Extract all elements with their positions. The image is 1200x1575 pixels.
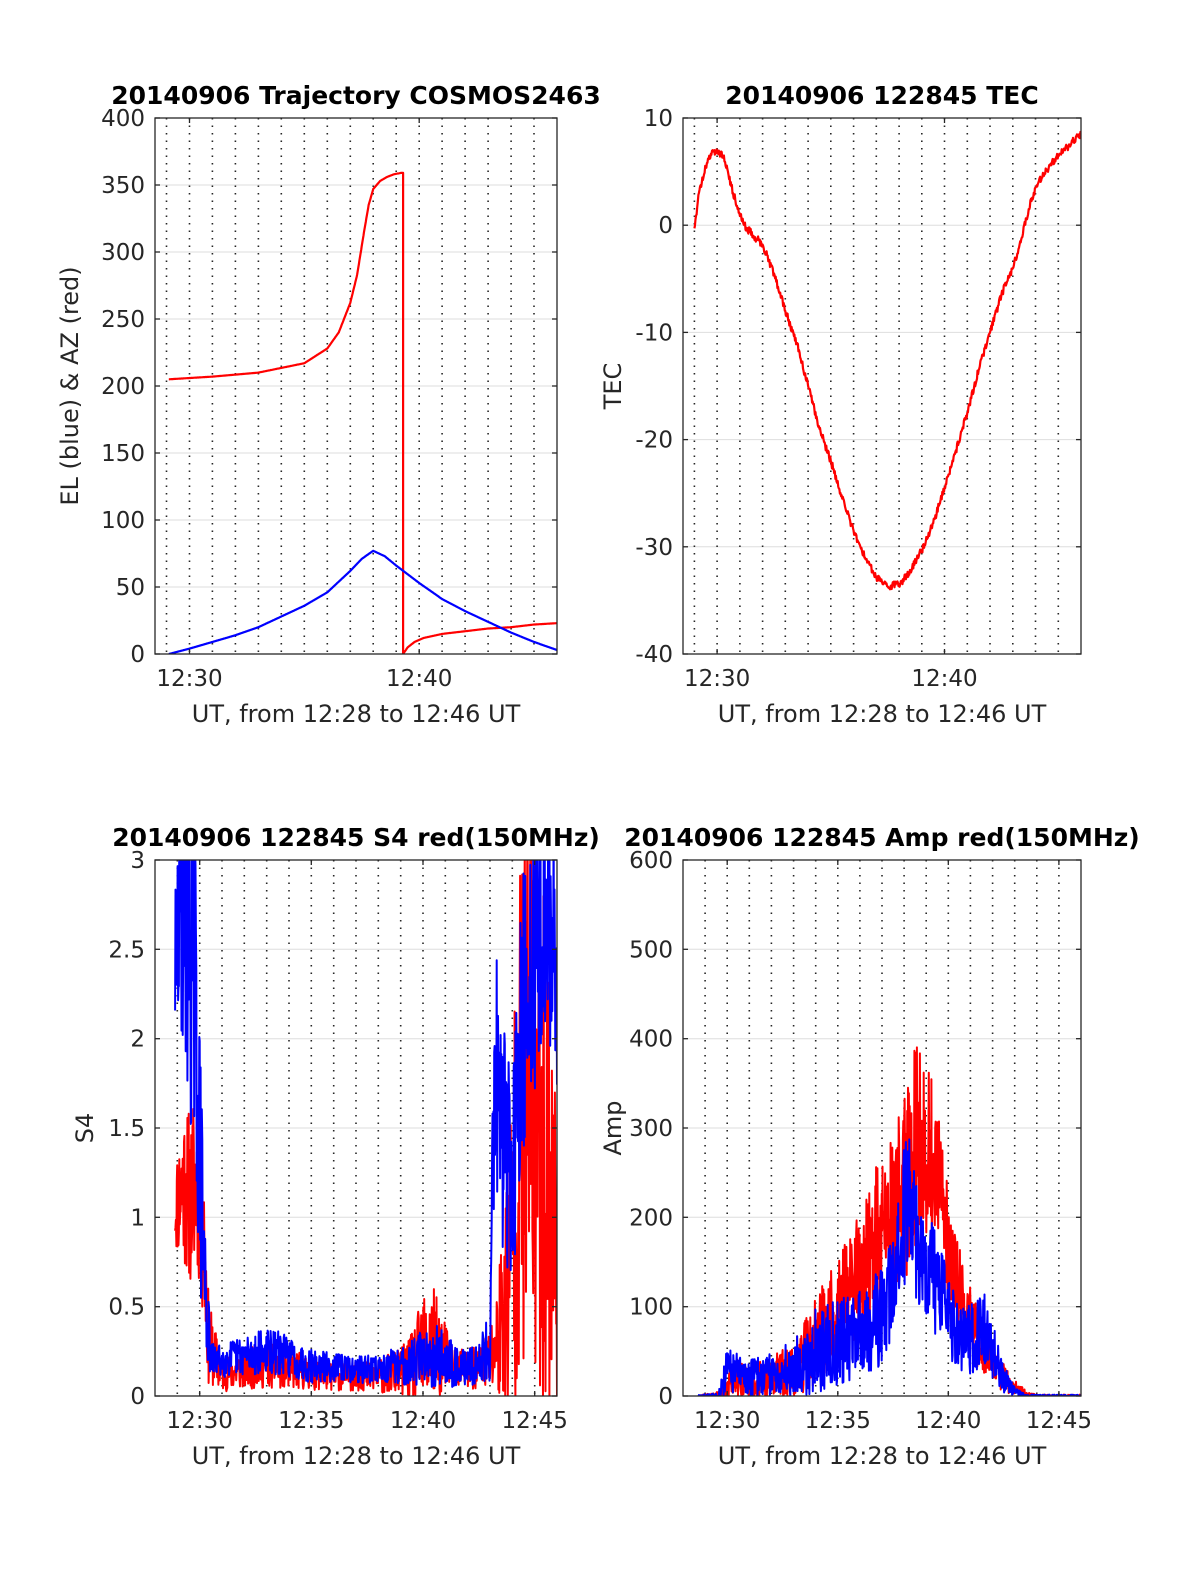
y-tick-label: 200	[629, 1205, 673, 1231]
x-tick-label: 12:35	[805, 1408, 871, 1434]
y-tick-label: 0	[658, 213, 673, 239]
chart-title: 20140906 122845 Amp red(150MHz)	[624, 823, 1140, 852]
y-tick-label: 200	[101, 374, 145, 400]
y-tick-label: 600	[629, 848, 673, 874]
y-tick-label: 0	[130, 1384, 145, 1410]
y-tick-label: 500	[629, 937, 673, 963]
y-tick-label: 300	[629, 1116, 673, 1142]
x-axis-label: UT, from 12:28 to 12:46 UT	[192, 1442, 521, 1470]
series-line-2	[168, 549, 557, 654]
x-axis-label: UT, from 12:28 to 12:46 UT	[192, 700, 521, 728]
y-tick-label: -40	[635, 642, 673, 668]
chart-title: 20140906 Trajectory COSMOS2463	[111, 81, 601, 110]
y-tick-label: 1	[130, 1205, 145, 1231]
series-line-2	[697, 1138, 1081, 1396]
y-axis-label: EL (blue) & AZ (red)	[56, 266, 84, 505]
x-tick-label: 12:40	[386, 666, 452, 692]
y-axis-label: Amp	[599, 1100, 627, 1155]
chart-panel-4: 0 100 200 300 400 500 600 12:30 12:35 12:40 12:45 2…	[599, 823, 1140, 1470]
y-axis-label: S4	[71, 1113, 99, 1144]
y-tick-label: 1.5	[108, 1116, 145, 1142]
chart-title: 20140906 122845 S4 red(150MHz)	[112, 823, 600, 852]
y-tick-label: 300	[101, 240, 145, 266]
series-group	[697, 1046, 1081, 1396]
x-axis-label: UT, from 12:28 to 12:46 UT	[718, 1442, 1047, 1470]
y-tick-label: 250	[101, 307, 145, 333]
series-line-1	[168, 171, 557, 654]
y-tick-label: 350	[101, 173, 145, 199]
x-tick-label: 12:40	[915, 1408, 981, 1434]
x-tick-label: 12:40	[390, 1408, 456, 1434]
series-group	[174, 860, 557, 1396]
y-tick-label: 3	[130, 848, 145, 874]
x-tick-label: 12:30	[694, 1408, 760, 1434]
y-tick-label: -30	[635, 535, 673, 561]
y-tick-label: 150	[101, 441, 145, 467]
y-tick-label: -10	[635, 320, 673, 346]
y-tick-label: 100	[629, 1295, 673, 1321]
x-tick-label: 12:30	[684, 666, 750, 692]
y-tick-label: -20	[635, 428, 673, 454]
y-tick-label: 0	[130, 642, 145, 668]
chart-panel-1: 0 50 100 150 200 250 300 350 400 12:30 12:40 201409…	[56, 81, 601, 728]
y-tick-label: 100	[101, 508, 145, 534]
chart-title: 20140906 122845 TEC	[725, 81, 1038, 110]
y-tick-label: 0.5	[108, 1295, 145, 1321]
x-axis-label: UT, from 12:28 to 12:46 UT	[718, 700, 1047, 728]
axes-box	[682, 117, 1082, 655]
series-line-2	[174, 860, 557, 1388]
y-tick-label: 50	[116, 575, 145, 601]
x-tick-label: 12:45	[502, 1408, 568, 1434]
x-tick-label: 12:35	[278, 1408, 344, 1434]
x-tick-label: 12:45	[1026, 1408, 1092, 1434]
y-tick-label: 400	[101, 106, 145, 132]
x-tick-label: 12:30	[167, 1408, 233, 1434]
series-group	[168, 171, 557, 654]
y-tick-label: 400	[629, 1027, 673, 1053]
chart-panel-2: -40 -30 -20 -10 0 10 12:30 12:40 20140906 122845…	[599, 81, 1082, 728]
y-tick-label: 2.5	[108, 937, 145, 963]
series-group	[693, 130, 1081, 591]
y-tick-label: 10	[644, 106, 673, 132]
y-tick-label: 2	[130, 1027, 145, 1053]
y-axis-label: TEC	[599, 363, 627, 411]
chart-panel-3: 0 0.5 1 1.5 2 2.5 3 12:30 12:35 12:40 12:45 2014090…	[71, 823, 600, 1470]
y-tick-label: 0	[658, 1384, 673, 1410]
x-tick-label: 12:40	[911, 666, 977, 692]
series-line-1	[693, 130, 1081, 591]
x-tick-label: 12:30	[156, 666, 222, 692]
